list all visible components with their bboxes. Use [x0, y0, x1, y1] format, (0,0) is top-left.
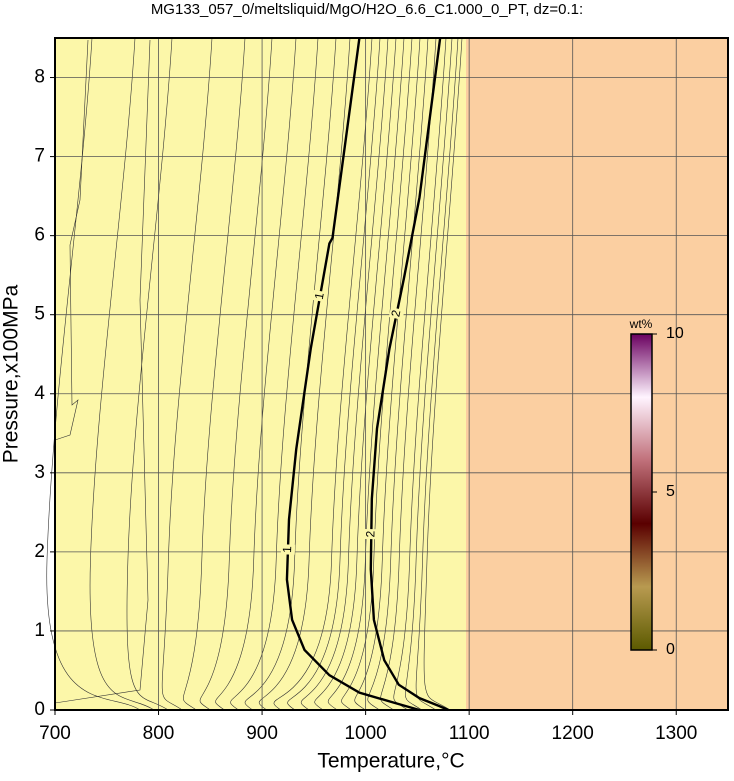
y-axis-label: Pressure,x100MPa [0, 284, 23, 463]
thin-contour [126, 37, 173, 711]
thin-contour [393, 37, 447, 711]
contour-label-bg [364, 528, 379, 540]
thin-contour [244, 37, 337, 711]
y-tick-label: 7 [34, 146, 45, 167]
thin-contour [46, 37, 141, 711]
x-tick-label: 1300 [655, 723, 697, 744]
contour-label: 2 [363, 530, 377, 537]
thin-contour [183, 37, 246, 711]
colorbar-label: wt% [629, 317, 653, 331]
y-tick-label: 5 [34, 304, 45, 325]
thin-contour [300, 37, 389, 711]
thin-contour [273, 37, 373, 711]
thin-contour [341, 37, 413, 711]
thin-contour [380, 37, 437, 711]
contour-label: 2 [388, 308, 403, 318]
thin-contour [230, 37, 319, 711]
thin-contour [89, 37, 155, 711]
colorbar-tick-label: 5 [666, 483, 675, 500]
contours: 1 1 2 2 [280, 37, 449, 712]
chart-title: MG133_057_0/meltsliquid/MgO/H2O_6.6_C1.0… [151, 1, 583, 18]
x-tick-label: 900 [246, 723, 278, 744]
colorbar [630, 333, 653, 651]
x-axis-label: Temperature,°C [317, 750, 464, 773]
thin-contour [327, 37, 405, 711]
thin-contour [161, 37, 213, 711]
region-fill [466, 38, 728, 710]
thin-contours [46, 37, 463, 711]
y-tick-label: 3 [34, 462, 45, 483]
thin-contour [354, 37, 421, 711]
x-tick-label: 1100 [449, 723, 490, 744]
y-tick-label: 4 [34, 383, 45, 404]
y-tick-label: 8 [34, 67, 45, 88]
thin-contour [54, 39, 151, 704]
thin-contour [314, 37, 397, 711]
plot-frame [54, 37, 729, 711]
contour-label-bg [312, 289, 328, 303]
thin-contour [215, 37, 297, 711]
y-tick-label: 1 [34, 620, 45, 641]
contour-label: 1 [280, 546, 294, 553]
x-tick-label: 1200 [552, 723, 594, 744]
y-tick-label: 6 [34, 225, 45, 246]
y-tick-label: 2 [34, 541, 45, 562]
thin-contour [258, 37, 351, 711]
contour-label: 1 [312, 291, 327, 300]
contour-label-bg [388, 307, 405, 320]
x-tick-label: 800 [143, 723, 175, 744]
contour-line [369, 37, 449, 712]
x-tick-label: 700 [39, 723, 71, 744]
colorbar-tick-label: 10 [666, 325, 684, 342]
thin-contour [199, 37, 273, 711]
contour-label-bg [280, 544, 296, 555]
thin-contour [287, 37, 381, 711]
x-tick-label: 1000 [344, 723, 386, 744]
y-tick-label: 0 [34, 699, 45, 720]
colorbar-tick-label: 0 [666, 641, 675, 658]
thin-contour [405, 37, 453, 711]
thin-contour [54, 39, 89, 441]
contour-line [285, 37, 420, 712]
thin-contour [423, 37, 463, 711]
